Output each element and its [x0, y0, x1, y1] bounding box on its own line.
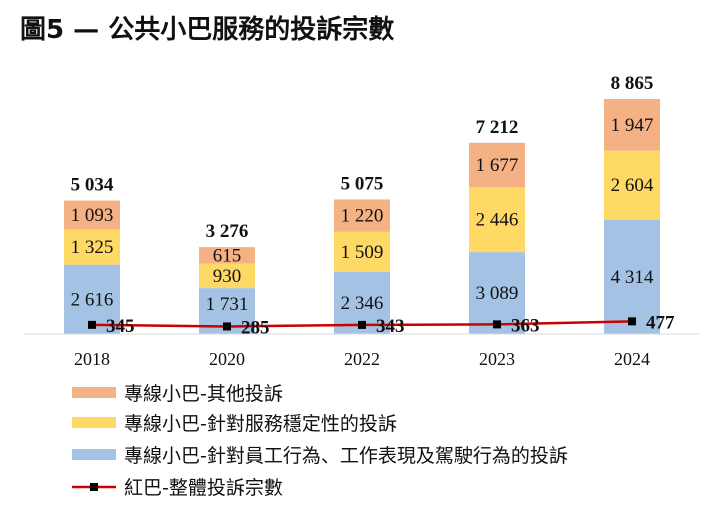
line-value-label: 363: [511, 315, 540, 336]
bar-segment: [64, 229, 120, 265]
line-point-marker: [628, 317, 636, 326]
line-value-label: 477: [646, 312, 675, 333]
segment-value-label: 1 509: [341, 242, 384, 263]
legend-label: 專線小巴-針對服務穩定性的投訴: [124, 413, 397, 435]
legend: 專線小巴-其他投訴專線小巴-針對服務穩定性的投訴專線小巴-針對員工行為、工作表現…: [72, 383, 568, 499]
x-tick-label: 2022: [344, 349, 380, 369]
segment-value-label: 615: [213, 245, 242, 266]
segment-value-label: 2 604: [611, 175, 654, 196]
legend-label: 專線小巴-針對員工行為、工作表現及駕駛行為的投訴: [124, 445, 568, 467]
segment-value-label: 1 731: [206, 294, 249, 315]
segment-value-label: 2 616: [71, 289, 114, 310]
bar-segment: [64, 200, 120, 230]
x-tick-label: 2018: [74, 349, 110, 369]
legend-swatch: [72, 449, 116, 460]
x-axis: 2018 2020 2022 2023 2024: [24, 333, 700, 369]
total-value-label: 5 075: [341, 173, 384, 194]
x-tick-label: 2024: [614, 349, 650, 369]
segment-value-label: 1 677: [476, 155, 519, 176]
bar-segment: [334, 199, 390, 232]
bar-segment: [604, 219, 660, 334]
segment-value-label: 930: [213, 266, 242, 287]
legend-label: 紅巴-整體投訴宗數: [124, 477, 283, 499]
legend-marker: [90, 483, 98, 491]
bar-segment: [469, 142, 525, 188]
legend-label: 專線小巴-其他投訴: [124, 383, 283, 405]
line-value-label: 345: [106, 316, 135, 337]
bar-segment: [199, 263, 255, 289]
line-point-marker: [493, 320, 501, 329]
total-value-label: 5 034: [71, 175, 114, 196]
line-point-marker: [88, 320, 96, 329]
bar-segment: [199, 247, 255, 264]
line-value-label: 285: [241, 317, 270, 338]
segment-value-label: 1 220: [341, 206, 384, 227]
bar-segment: [469, 252, 525, 334]
line-point-marker: [223, 322, 231, 331]
segment-value-label: 4 314: [611, 267, 654, 288]
bar-segment: [469, 187, 525, 253]
x-tick-label: 2023: [479, 349, 515, 369]
legend-swatch: [72, 417, 116, 428]
x-tick-label: 2020: [209, 349, 245, 369]
segment-value-label: 1 093: [71, 205, 114, 226]
bar-segment: [334, 231, 390, 272]
legend-swatch: [72, 387, 116, 398]
segment-value-label: 1 325: [71, 237, 114, 258]
line-value-label: 343: [376, 316, 405, 337]
chart-title: 圖5 — 公共小巴服務的投訴宗數: [20, 14, 394, 45]
total-value-label: 3 276: [206, 221, 249, 242]
total-value-label: 7 212: [476, 117, 519, 138]
segment-value-label: 2 346: [341, 293, 384, 314]
segment-value-label: 1 947: [611, 115, 654, 136]
bar-segment: [604, 150, 660, 220]
segment-value-label: 2 446: [476, 210, 519, 231]
line-layer: 345 285 343 363 477: [88, 312, 675, 338]
line-point-marker: [358, 320, 366, 329]
bar-segment: [604, 99, 660, 151]
total-value-label: 8 865: [611, 73, 654, 94]
segment-value-label: 3 089: [476, 283, 519, 304]
